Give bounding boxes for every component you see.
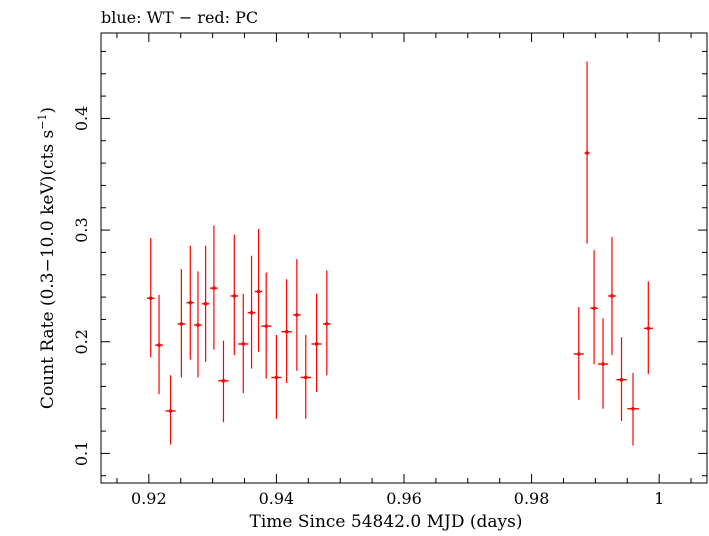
data-point (584, 61, 590, 244)
point-marker (249, 310, 254, 315)
point-marker (284, 329, 289, 334)
point-marker (168, 409, 173, 413)
data-point (597, 318, 609, 409)
point-marker (646, 326, 651, 331)
x-axis-ticks (116, 33, 692, 483)
y-tick-label: 0.4 (72, 106, 91, 131)
data-point (230, 234, 239, 356)
x-axis-label: Time Since 54842.0 MJD (days) (250, 512, 523, 532)
data-point (146, 237, 155, 358)
data-point (590, 250, 598, 365)
plot-frame (100, 32, 708, 484)
data-point (218, 340, 229, 423)
x-tick-label: 0.94 (259, 489, 295, 508)
data-point (254, 228, 263, 352)
data-point (627, 373, 639, 446)
data-point (247, 255, 256, 369)
data-point (155, 294, 163, 395)
y-axis-label-close: ) (38, 107, 58, 114)
point-marker (212, 286, 216, 290)
point-marker (610, 294, 614, 298)
x-tick-label: 0.98 (514, 489, 550, 508)
point-marker (631, 406, 635, 411)
y-axis-tick-labels: 0.1 0.2 0.3 0.4 (72, 106, 91, 466)
y-axis-label-exponent: −1 (36, 114, 49, 130)
x-tick-label: 1 (654, 489, 664, 508)
chart-title: blue: WT − red: PC (101, 8, 258, 27)
point-marker (188, 300, 193, 305)
point-marker (232, 294, 237, 298)
data-point (261, 272, 272, 379)
point-marker (256, 289, 261, 294)
data-point (281, 279, 292, 384)
data-point (210, 225, 218, 350)
data-point (177, 269, 186, 378)
point-marker (179, 322, 184, 326)
point-marker (303, 375, 308, 380)
point-marker (325, 322, 329, 326)
data-point (186, 245, 195, 360)
y-tick-label: 0.1 (72, 441, 91, 466)
data-point (616, 337, 627, 422)
y-axis-label-main: Count Rate (0.3−10.0 keV)(cts s (38, 130, 58, 409)
y-axis-label: Count Rate (0.3−10.0 keV)(cts s−1) (36, 107, 58, 409)
point-marker (314, 342, 319, 346)
x-axis-tick-labels: 0.92 0.94 0.96 0.98 1 (131, 489, 664, 508)
data-point (293, 259, 301, 371)
point-marker (196, 323, 200, 327)
point-marker (241, 342, 246, 346)
y-tick-label: 0.3 (72, 217, 91, 242)
data-point (271, 335, 282, 419)
point-marker (221, 379, 226, 383)
point-marker (157, 343, 161, 347)
data-series (146, 61, 653, 446)
data-point (300, 335, 311, 419)
point-marker (264, 324, 269, 328)
data-point (238, 293, 249, 394)
point-marker (274, 375, 279, 380)
data-point (311, 293, 322, 392)
point-marker (295, 313, 299, 317)
point-marker (203, 301, 208, 306)
point-marker (148, 296, 153, 300)
y-axis-ticks (101, 50, 707, 477)
data-point (194, 271, 202, 378)
y-tick-label: 0.2 (72, 329, 91, 354)
x-tick-label: 0.96 (386, 489, 422, 508)
point-marker (576, 352, 581, 356)
data-point (643, 281, 653, 375)
point-marker (601, 362, 605, 366)
data-point (201, 245, 210, 362)
point-marker (592, 306, 596, 311)
x-tick-label: 0.92 (131, 489, 167, 508)
data-point (165, 375, 176, 445)
point-marker (585, 151, 589, 155)
data-point (322, 270, 331, 376)
data-point (608, 236, 616, 356)
data-point (573, 307, 584, 400)
point-marker (619, 377, 624, 382)
